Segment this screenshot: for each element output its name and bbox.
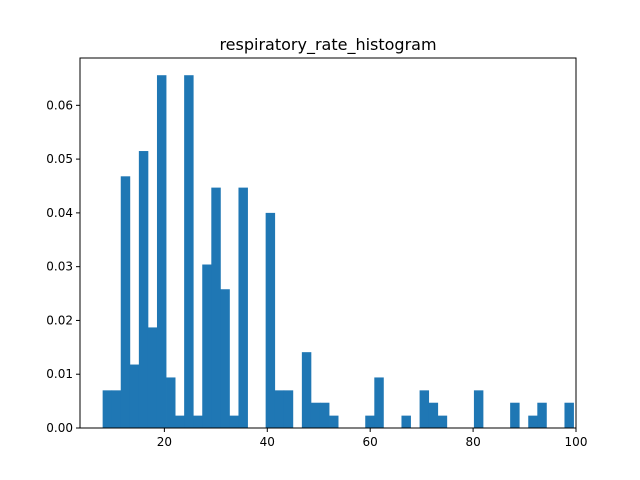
x-tick-label: 80: [465, 435, 480, 449]
histogram-bar: [374, 377, 384, 428]
x-axis: 20 40 60 80 100: [157, 428, 588, 449]
x-tick-label: 40: [260, 435, 275, 449]
histogram-bar: [319, 402, 330, 428]
histogram-bar: [428, 402, 439, 428]
plot-frame: [79, 57, 577, 429]
histogram-bar: [437, 415, 448, 428]
histogram-bar: [102, 390, 113, 428]
histogram-bar: [156, 75, 167, 429]
histogram-bar: [220, 289, 230, 428]
histogram-bar: [129, 364, 140, 428]
y-tick-label: 0.03: [46, 260, 73, 274]
histogram-bar: [528, 415, 538, 428]
histogram-bar: [301, 352, 312, 428]
histogram-bar: [419, 390, 430, 428]
histogram-bar: [310, 402, 321, 428]
histogram-bar: [283, 390, 294, 428]
histogram-bar: [211, 187, 221, 428]
y-axis: 0.00 0.01 0.02 0.03 0.04 0.05 0.06: [46, 98, 80, 435]
histogram-bar: [265, 212, 276, 428]
chart-title: respiratory_rate_histogram: [219, 35, 436, 55]
histogram-bar: [473, 390, 484, 428]
y-tick-label: 0.06: [46, 98, 73, 112]
histogram-bar: [365, 415, 375, 428]
y-tick-label: 0.01: [46, 367, 73, 381]
histogram-bar: [147, 327, 158, 428]
histogram-bar: [329, 415, 339, 428]
histogram-bar: [184, 75, 194, 429]
y-tick-label: 0.05: [46, 152, 73, 166]
histogram-bar: [274, 390, 285, 428]
histogram-bar: [111, 390, 122, 428]
histogram-bar: [537, 402, 547, 428]
histogram-bar: [175, 415, 185, 428]
x-tick-label: 60: [363, 435, 378, 449]
histogram-bar: [238, 187, 248, 428]
x-tick-label: 20: [157, 435, 172, 449]
x-tick-label: 100: [565, 435, 588, 449]
histogram-bar: [510, 402, 520, 428]
histogram-bar: [138, 151, 149, 429]
histogram-bar: [401, 415, 411, 428]
histogram-bar: [166, 377, 176, 428]
histogram-bar: [202, 264, 212, 428]
bars-group: [102, 75, 574, 429]
y-tick-label: 0.02: [46, 313, 73, 327]
histogram-bar: [229, 415, 239, 428]
histogram-bar: [193, 415, 203, 428]
histogram-bar: [120, 176, 131, 428]
y-tick-label: 0.04: [46, 206, 73, 220]
y-tick-label: 0.00: [46, 421, 73, 435]
histogram-bar: [564, 402, 574, 428]
